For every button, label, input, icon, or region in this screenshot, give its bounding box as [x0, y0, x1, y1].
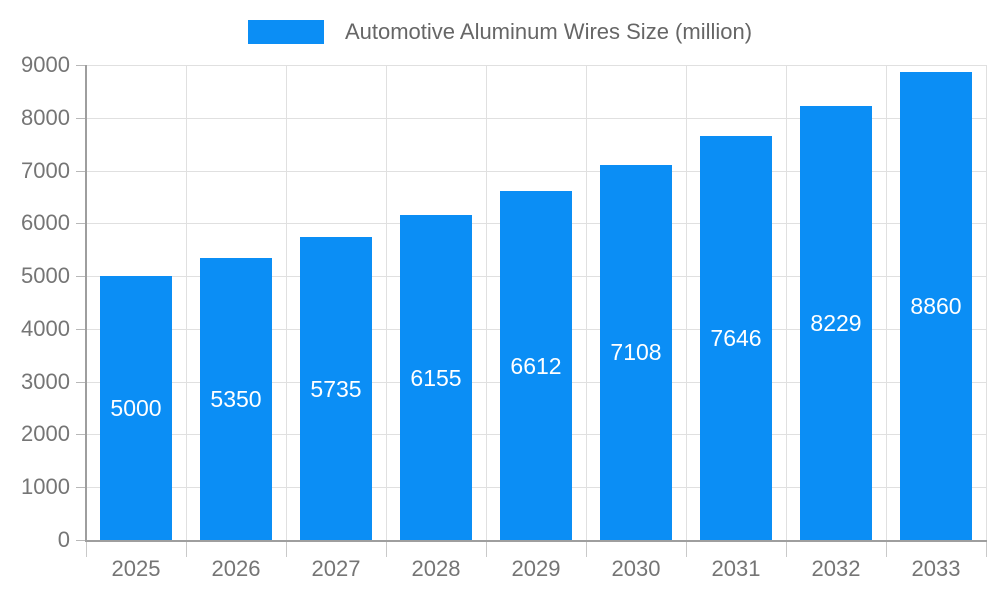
- y-axis-tick-mark: [76, 487, 86, 489]
- y-tick-label: 7000: [21, 157, 70, 183]
- bar-2033[interactable]: 8860: [900, 72, 972, 540]
- gridline-vertical: [586, 65, 587, 540]
- x-tick-label: 2026: [211, 556, 261, 581]
- legend[interactable]: Automotive Aluminum Wires Size (million): [0, 16, 1000, 48]
- gridline-vertical: [486, 65, 487, 540]
- x-axis-tick-mark: [686, 541, 687, 557]
- bar-2027[interactable]: 5735: [300, 237, 372, 540]
- x-axis-tick-mark: [986, 541, 987, 557]
- gridline-horizontal: [86, 170, 986, 172]
- bar-value-label: 6155: [410, 364, 462, 391]
- bar-2029[interactable]: 6612: [500, 191, 572, 540]
- x-axis-tick-mark: [186, 541, 187, 557]
- y-tick-label: 3000: [21, 368, 70, 394]
- y-axis-tick-mark: [76, 65, 86, 66]
- y-tick-label: 2000: [21, 421, 70, 447]
- y-tick-label: 5000: [21, 263, 70, 289]
- x-axis-tick-mark: [286, 541, 287, 557]
- gridline-vertical: [186, 65, 187, 540]
- bar-value-label: 8229: [810, 309, 862, 336]
- y-axis-tick-mark: [76, 170, 86, 172]
- legend-label: Automotive Aluminum Wires Size (million): [344, 19, 753, 44]
- x-tick-label: 2031: [711, 556, 761, 581]
- gridline-vertical: [686, 65, 687, 540]
- legend-swatch: [247, 20, 324, 44]
- y-axis-tick-mark: [76, 540, 86, 541]
- x-axis-tick-mark: [86, 541, 87, 557]
- y-axis-tick-mark: [76, 117, 86, 119]
- y-tick-label: 0: [57, 527, 70, 552]
- bar-value-label: 5350: [210, 385, 262, 412]
- x-tick-label: 2033: [911, 556, 961, 581]
- y-axis-tick-mark: [76, 434, 86, 436]
- bar-value-label: 5735: [310, 375, 362, 402]
- y-tick-label: 8000: [21, 104, 70, 130]
- y-axis-tick-mark: [76, 328, 86, 330]
- x-tick-label: 2029: [511, 556, 561, 581]
- gridline-horizontal: [86, 65, 986, 66]
- y-tick-label: 9000: [21, 52, 70, 77]
- x-axis-tick-mark: [486, 541, 487, 557]
- gridline-vertical: [386, 65, 387, 540]
- bar-2032[interactable]: 8229: [800, 105, 872, 540]
- gridline-vertical: [786, 65, 787, 540]
- gridline-vertical: [986, 65, 987, 540]
- x-axis-line: [85, 540, 987, 542]
- x-tick-label: 2025: [111, 556, 161, 581]
- x-axis-tick-mark: [786, 541, 787, 557]
- y-tick-label: 1000: [21, 474, 70, 500]
- x-tick-label: 2030: [611, 556, 661, 581]
- x-tick-label: 2027: [311, 556, 361, 581]
- bar-2025[interactable]: 5000: [100, 276, 172, 540]
- bar-2028[interactable]: 6155: [400, 215, 472, 540]
- x-axis-tick-mark: [386, 541, 387, 557]
- x-tick-label: 2032: [811, 556, 861, 581]
- gridline-vertical: [886, 65, 887, 540]
- x-tick-label: 2028: [411, 556, 461, 581]
- bar-value-label: 5000: [110, 395, 162, 422]
- bar-value-label: 6612: [510, 352, 562, 379]
- x-axis-tick-mark: [886, 541, 887, 557]
- bar-2026[interactable]: 5350: [200, 257, 272, 540]
- bar-value-label: 7108: [610, 339, 662, 366]
- y-axis-tick-mark: [76, 381, 86, 383]
- gridline-vertical: [286, 65, 287, 540]
- x-axis-tick-mark: [586, 541, 587, 557]
- y-tick-label: 6000: [21, 210, 70, 236]
- bar-2030[interactable]: 7108: [600, 164, 672, 540]
- y-axis-line: [85, 65, 87, 542]
- y-axis-tick-mark: [76, 276, 86, 278]
- y-tick-label: 4000: [21, 315, 70, 341]
- gridline-horizontal: [86, 117, 986, 119]
- bar-value-label: 7646: [710, 325, 762, 352]
- bar-2031[interactable]: 7646: [700, 136, 772, 540]
- bar-value-label: 8860: [910, 293, 962, 320]
- y-axis-tick-mark: [76, 223, 86, 225]
